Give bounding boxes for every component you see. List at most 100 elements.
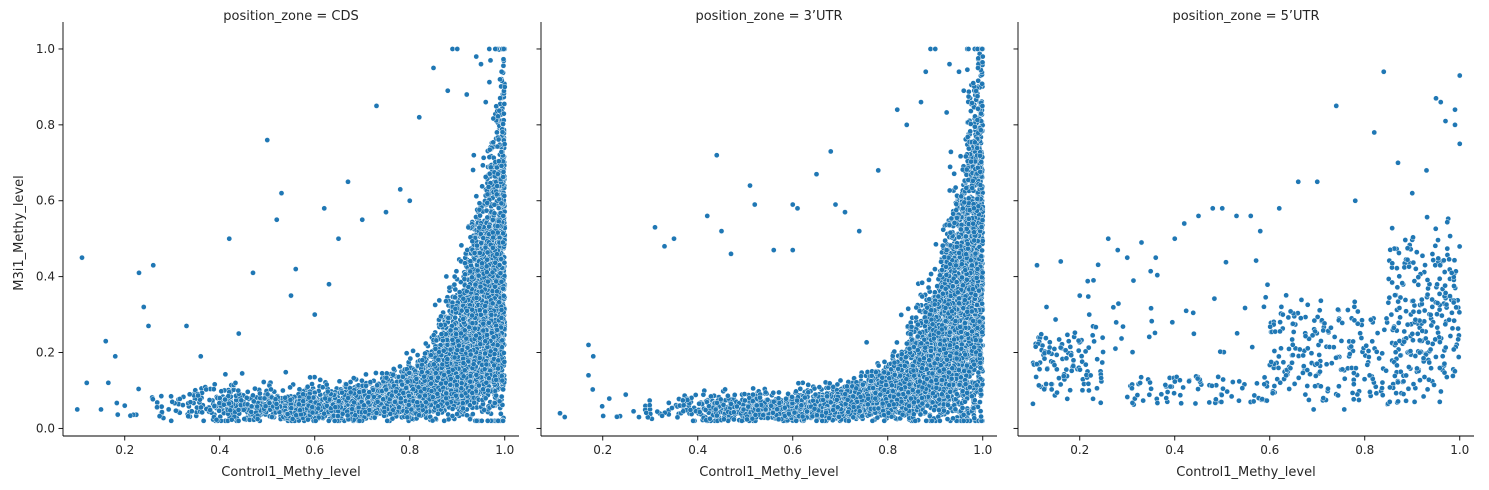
scatter-point [199,409,205,416]
scatter-point [458,380,465,386]
scatter-point [332,404,339,410]
scatter-point [206,397,213,403]
scatter-point [418,369,425,375]
scatter-point [403,350,410,357]
scatter-point [296,386,303,393]
scatter-point [485,387,491,394]
scatter-point [349,406,356,412]
scatter-point [482,395,489,402]
scatter-point [347,389,354,396]
scatter-point [470,152,477,159]
scatter-point [309,409,316,416]
scatter-point [422,392,428,399]
scatter-point [500,62,507,69]
scatter-point [501,350,507,356]
scatter-point [213,416,220,423]
scatter-point [363,371,369,378]
scatter-point [389,415,396,422]
scatter-point [460,405,466,412]
scatter-point [374,382,381,389]
scatter-point [309,381,315,387]
scatter-point [422,350,428,357]
scatter-point [325,417,332,424]
scatter-point [408,406,415,413]
scatter-point [305,394,312,401]
scatter-point [317,377,324,383]
scatter-point [295,401,302,408]
scatter-point [312,417,319,424]
scatter-point [484,417,491,424]
scatter-point [351,399,357,406]
scatter-point [482,350,488,357]
scatter-point [218,388,225,395]
scatter-point [452,314,458,321]
scatter-point [356,417,363,424]
scatter-point [501,110,507,117]
panel-title: position_zone = CDS [223,9,359,24]
scatter-point [280,387,286,394]
scatter-point [396,404,402,411]
scatter-point [300,391,306,398]
scatter-point [248,409,255,415]
scatter-point [383,374,390,381]
scatter-point [262,403,269,410]
scatter-point [390,371,396,378]
scatter-point [235,417,242,424]
scatter-point [339,389,345,396]
scatter-point [406,370,413,376]
scatter-point [232,380,239,386]
scatter-point [444,400,451,407]
scatter-point [187,399,194,405]
scatter-point [405,402,412,408]
scatter-point [268,386,274,393]
scatter-point [443,395,449,402]
scatter-point [282,394,288,401]
scatter-point [414,352,421,358]
scatter-point [429,417,436,424]
scatter-point [227,407,234,414]
scatter-point [186,391,193,398]
scatter-point [373,370,379,376]
scatter-point [361,402,367,409]
scatter-point [269,414,275,420]
scatter-point [366,389,373,395]
scatter-point [374,398,381,405]
scatter-point [135,386,142,392]
scatter-point [287,384,293,391]
scatter-point [244,389,251,395]
scatter-point [410,386,417,393]
scatter-point [113,400,120,406]
scatter-point [252,385,258,392]
scatter-point [429,394,436,400]
scatter-point [404,378,411,385]
scatter-point [300,398,307,405]
scatter-point [241,416,248,422]
scatter-point [309,404,316,410]
scatter-point [344,412,351,419]
scatter-point [473,417,480,424]
scatter-point [392,388,399,395]
scatter-point [496,398,503,405]
scatter-point [154,404,160,411]
scatter-point [195,392,201,399]
scatter-point [260,379,267,385]
scatter-point [307,374,313,381]
scatter-point [480,154,487,161]
scatter-point [478,417,485,424]
scatter-point [238,397,245,404]
scatter-point [273,401,280,407]
scatter-points [74,46,508,424]
scatter-point [297,407,303,414]
scatter-point [467,378,474,385]
scatter-point [168,417,175,424]
scatter-point [173,407,179,414]
scatter-point [381,409,388,415]
scatter-point [371,414,378,421]
scatter-point [413,376,420,382]
scatter-point [422,340,429,347]
scatter-point [407,355,414,362]
scatter-point [156,413,163,420]
scatter-point [240,407,247,413]
scatter-point [360,388,367,394]
